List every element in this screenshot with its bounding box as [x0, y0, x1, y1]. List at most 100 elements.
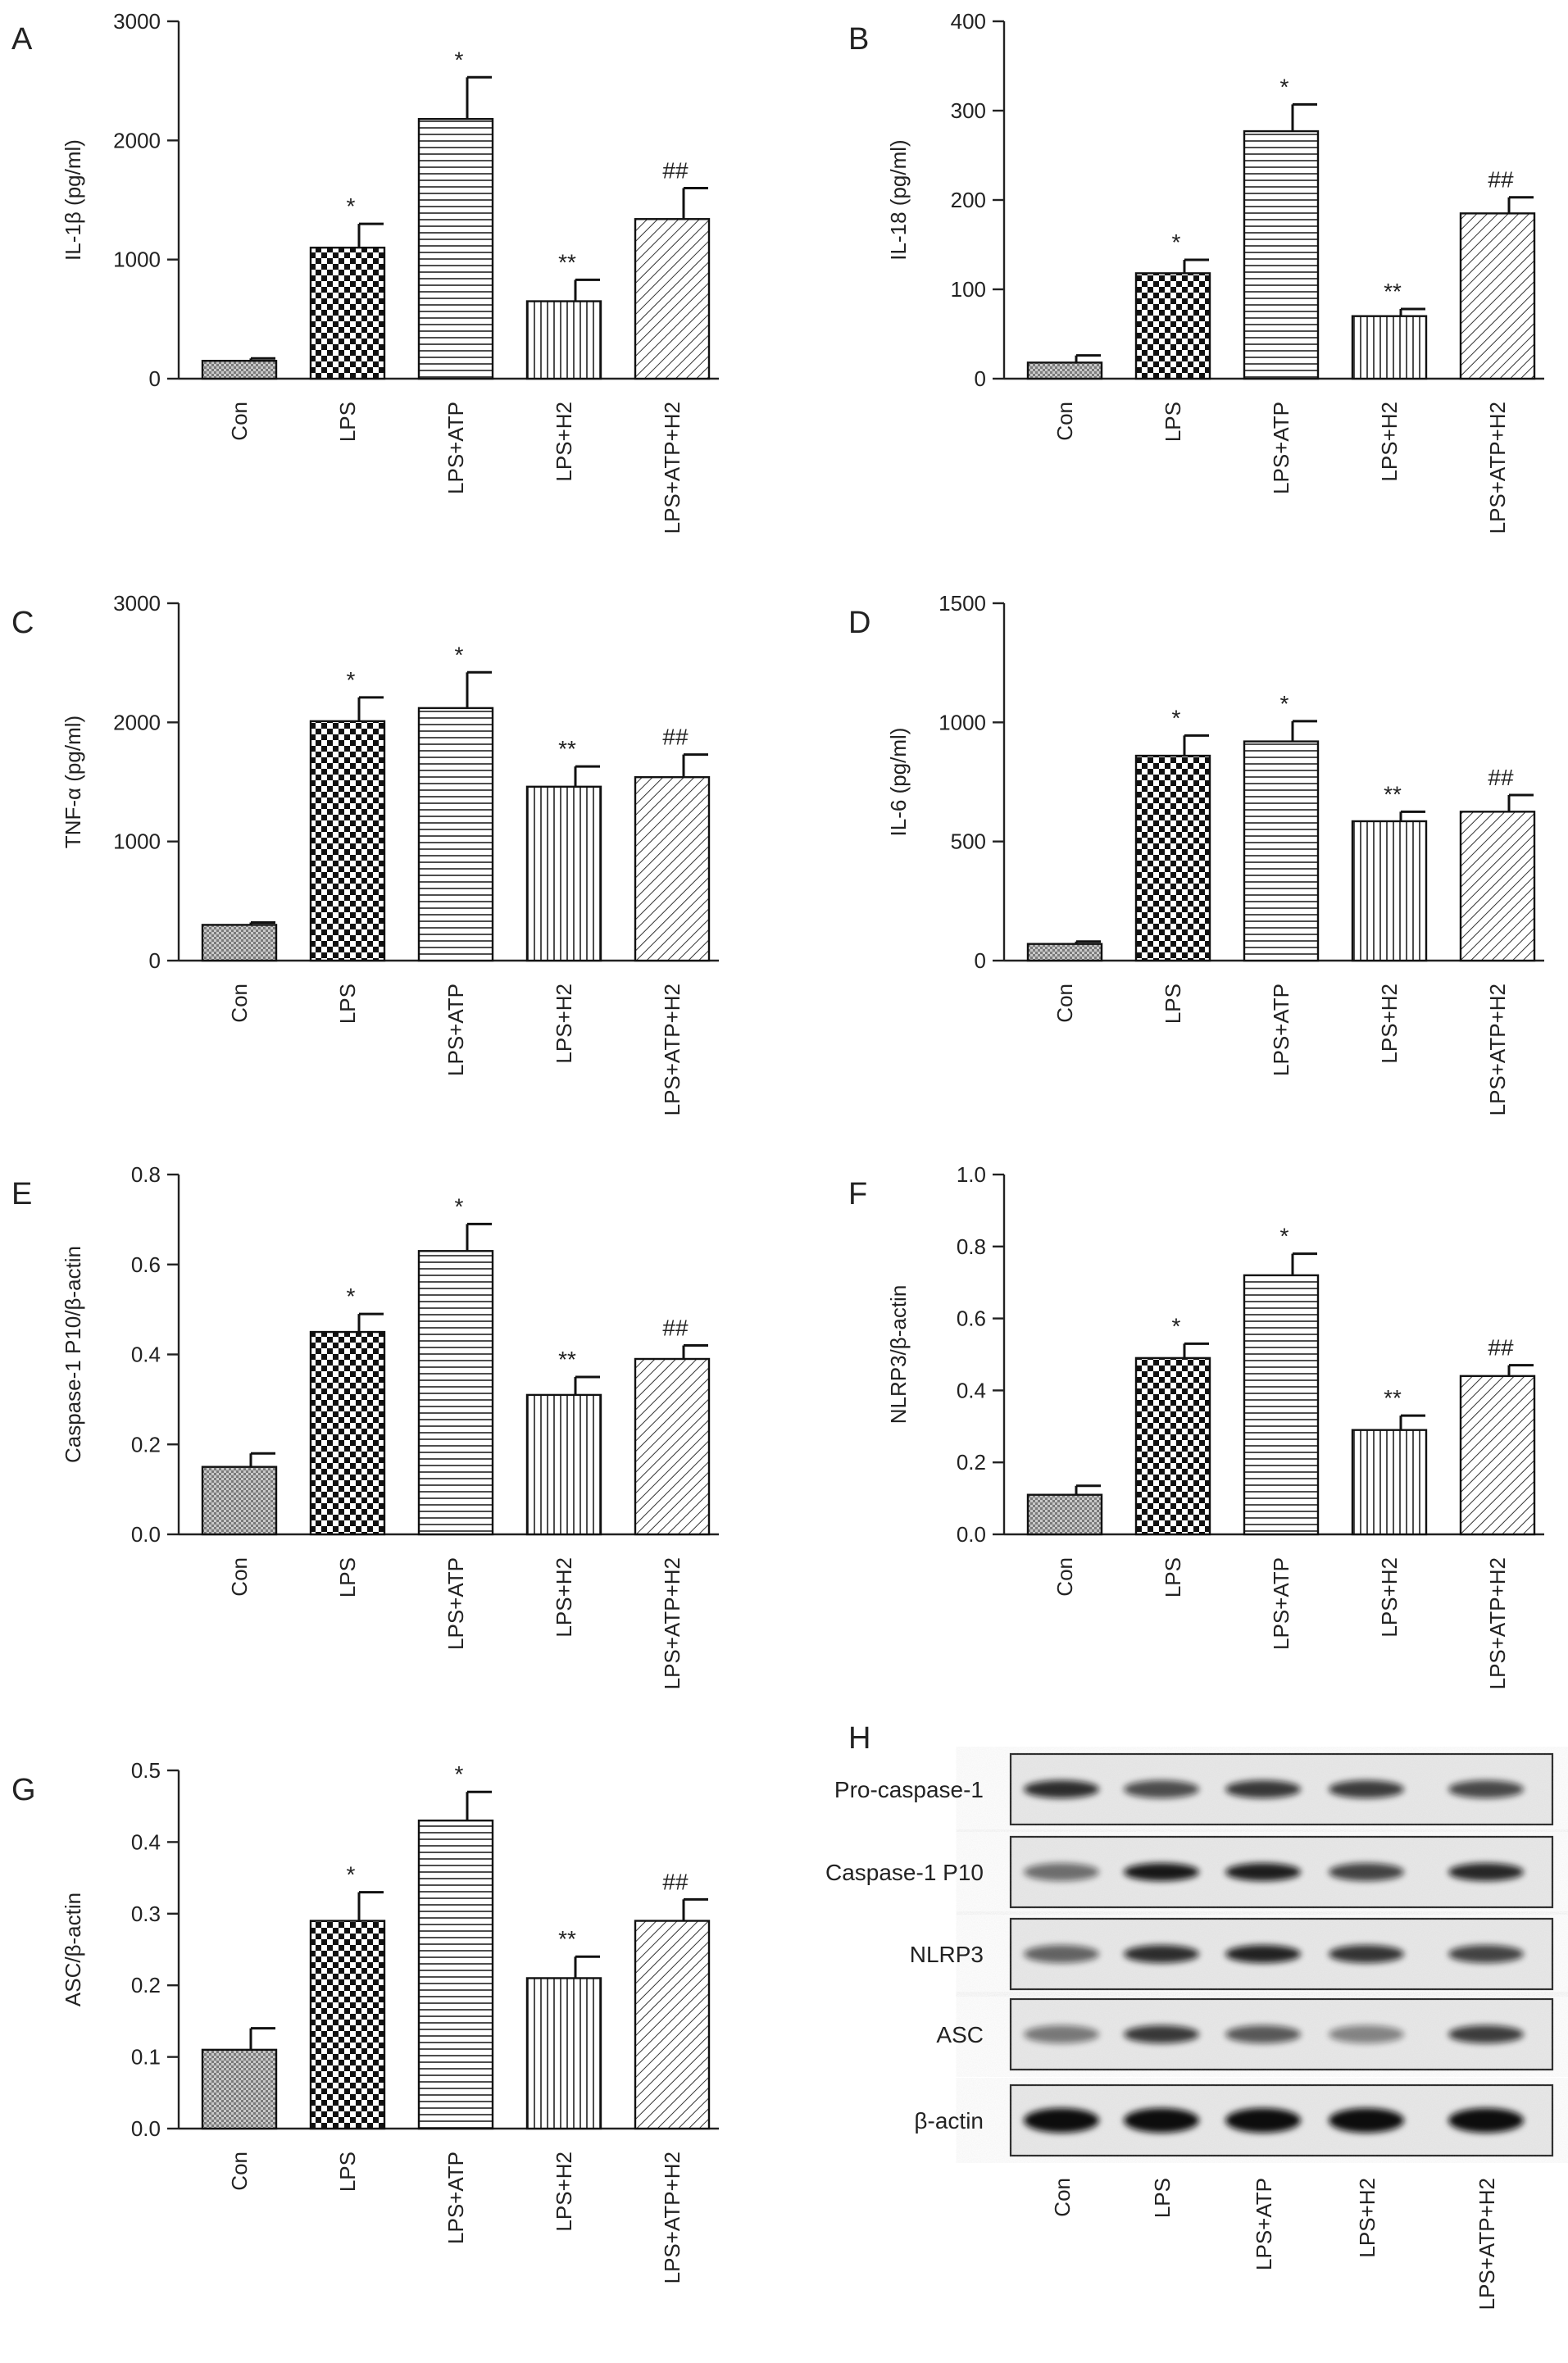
x-tick-label: LPS+ATP+H2 [660, 2152, 684, 2283]
panel-letter-h: H [848, 1721, 870, 1756]
blot-band [1124, 2025, 1199, 2043]
x-tick-label: LPS+H2 [552, 402, 576, 482]
blot-row-label: Caspase-1 P10 [825, 1860, 984, 1885]
significance-mark: * [1280, 1224, 1289, 1249]
y-tick-label: 0 [975, 948, 986, 973]
y-axis-label: ASC/β-actin [61, 1893, 85, 2006]
panel-letter-c: C [11, 606, 34, 640]
y-tick-label: 0.8 [957, 1234, 986, 1259]
blot-band [1329, 1863, 1404, 1881]
y-tick-label: 0.5 [131, 1758, 161, 1783]
bar-a-3 [525, 300, 602, 380]
blot-lane-label: LPS+ATP+H2 [1475, 2178, 1499, 2310]
x-tick-label: LPS [335, 1557, 360, 1597]
bar-c-1 [309, 720, 386, 962]
significance-mark: * [455, 642, 464, 667]
x-tick-label: LPS+ATP [443, 2152, 468, 2244]
x-tick-label: LPS+ATP [443, 1557, 468, 1650]
x-tick-label: LPS [1161, 1557, 1185, 1597]
bar-c-0 [201, 924, 278, 962]
y-axis-label: NLRP3/β-actin [886, 1285, 911, 1425]
bar-g-1 [309, 1920, 386, 2130]
y-tick-label: 0.3 [131, 1902, 161, 1926]
x-tick-label: LPS [1161, 402, 1185, 442]
panel-letter-a: A [11, 22, 33, 57]
bar-b-2 [1243, 130, 1320, 380]
bar-e-1 [309, 1330, 386, 1536]
bar-b-4 [1459, 212, 1536, 380]
chart-panel-d: D 0 500 1000 1500 IL-6 (pg/ml) Con * LPS * LPS+ATP… [848, 591, 1544, 1116]
significance-mark: ## [662, 1316, 689, 1341]
bar-f-1 [1134, 1356, 1211, 1536]
blot-band [1448, 1945, 1524, 1963]
y-tick-label: 1000 [113, 829, 161, 854]
y-tick-label: 0 [149, 948, 161, 973]
bar-b-1 [1134, 272, 1211, 380]
y-tick-label: 0.0 [957, 1522, 986, 1547]
bar-d-3 [1351, 820, 1428, 962]
x-tick-label: LPS+ATP [1269, 402, 1293, 494]
blot-lane-label: LPS+ATP [1252, 2178, 1276, 2270]
panel-letter-b: B [848, 22, 869, 57]
x-tick-label: LPS [335, 402, 360, 442]
y-tick-label: 0.0 [131, 2116, 161, 2141]
significance-mark: ** [558, 1347, 576, 1372]
bar-d-0 [1026, 943, 1103, 962]
y-tick-label: 0.8 [131, 1162, 161, 1187]
panel-letter-f: F [848, 1177, 867, 1211]
x-tick-label: LPS+ATP+H2 [660, 402, 684, 534]
x-tick-label: Con [227, 2152, 252, 2191]
x-tick-label: LPS+ATP [443, 984, 468, 1076]
panel-letter-d: D [848, 606, 870, 640]
chart-panel-a: A 0 1000 2000 3000 IL-1β (pg/ml) Con * LPS * LPS+A… [11, 9, 719, 534]
blot-band [1329, 2108, 1404, 2133]
bar-b-0 [1026, 361, 1103, 380]
y-axis-label: IL-6 (pg/ml) [886, 728, 911, 837]
chart-panel-e: E 0.0 0.2 0.4 0.6 0.8 Caspase-1 P10/β-actin Con… [11, 1162, 719, 1689]
blot-band [1225, 1780, 1301, 1798]
blot-row: ASC [936, 1997, 1554, 2071]
x-tick-label: LPS+ATP [1269, 984, 1293, 1076]
bar-a-4 [634, 218, 711, 380]
x-tick-label: LPS+ATP+H2 [1485, 984, 1510, 1116]
blot-band [1024, 2108, 1099, 2133]
significance-mark: ** [1384, 279, 1402, 304]
y-tick-label: 0 [975, 366, 986, 391]
bar-a-2 [417, 117, 494, 380]
bar-f-0 [1026, 1493, 1103, 1536]
blot-band [1024, 2025, 1099, 2043]
western-blot-panel: H Pro-caspase-1 Caspase-1 P10 NLRP3 ASC β-ac… [825, 1721, 1554, 2310]
blot-band [1448, 2108, 1524, 2133]
y-tick-label: 1500 [939, 591, 986, 616]
y-axis-label: IL-1β (pg/ml) [61, 139, 85, 261]
significance-mark: * [347, 667, 356, 693]
bar-d-4 [1459, 811, 1536, 962]
x-tick-label: LPS [1161, 984, 1185, 1024]
y-tick-label: 2000 [113, 128, 161, 152]
blot-row: Caspase-1 P10 [825, 1835, 1554, 1909]
blot-row: Pro-caspase-1 [834, 1752, 1554, 1826]
x-tick-label: LPS+ATP+H2 [1485, 1557, 1510, 1689]
blot-band [1329, 1945, 1404, 1963]
significance-mark: * [1172, 229, 1181, 255]
blot-row: β-actin [914, 2084, 1554, 2157]
x-tick-label: LPS+ATP [443, 402, 468, 494]
bar-e-4 [634, 1357, 711, 1536]
y-axis-label: IL-18 (pg/ml) [886, 139, 911, 260]
significance-mark: ## [1488, 167, 1514, 193]
significance-mark: * [347, 1862, 356, 1888]
x-tick-label: Con [227, 1557, 252, 1597]
significance-mark: * [1280, 691, 1289, 716]
x-tick-label: Con [227, 402, 252, 441]
bar-c-4 [634, 775, 711, 962]
blot-row: NLRP3 [910, 1917, 1554, 1991]
significance-mark: ** [558, 249, 576, 275]
blot-band [1448, 1780, 1524, 1798]
y-tick-label: 0.0 [131, 1522, 161, 1547]
blot-band [1225, 2108, 1301, 2133]
x-tick-label: LPS+H2 [552, 2152, 576, 2232]
blot-lane-label: LPS [1150, 2178, 1175, 2218]
significance-mark: ** [1384, 1385, 1402, 1411]
blot-band [1024, 1780, 1099, 1798]
